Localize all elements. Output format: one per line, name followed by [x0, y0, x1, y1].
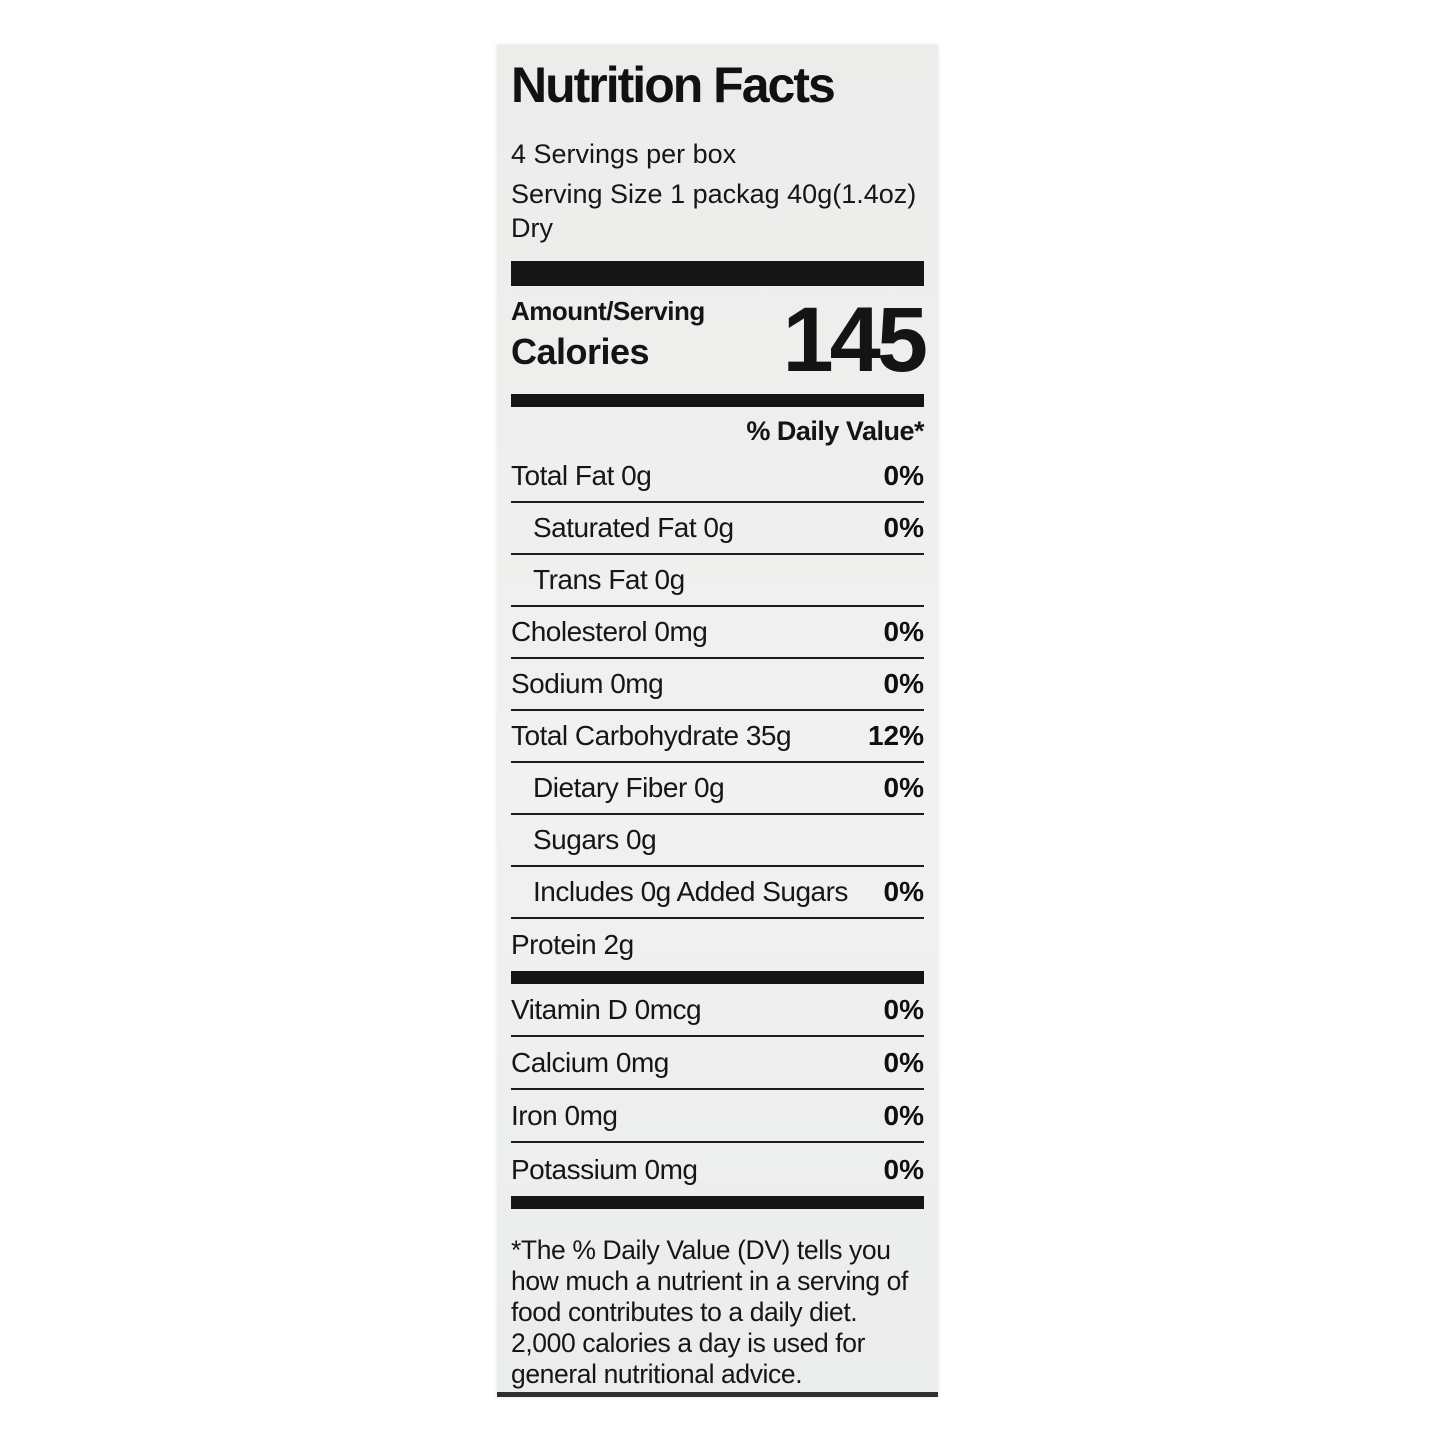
amount-per-serving-header: Amount/Serving	[511, 296, 705, 326]
nutrient-dv: 0%	[883, 460, 924, 491]
serving-size: Serving Size 1 packag 40g(1.4oz) Dry	[511, 179, 917, 243]
nutrient-name: Total Carbohydrate 35g	[511, 720, 792, 751]
vitamin-name: Vitamin D 0mcg	[511, 993, 702, 1025]
nutrient-row: Sodium 0mg 0%	[511, 659, 924, 711]
vitamin-dv: 0%	[883, 1099, 924, 1131]
nutrition-label-card: Nutrition Facts 4 Servings per box Servi…	[497, 45, 938, 1397]
vitamin-name: Potassium 0mg	[511, 1153, 698, 1185]
nutrient-row: Total Carbohydrate 35g 12%	[511, 711, 924, 763]
vitamin-dv: 0%	[883, 1153, 924, 1185]
nutrient-name: Saturated Fat 0g	[533, 512, 734, 543]
nutrient-row: Saturated Fat 0g 0%	[511, 503, 924, 555]
calories-block: Amount/Serving Calories 145	[511, 292, 928, 394]
nutrient-row: Dietary Fiber 0g 0%	[511, 763, 924, 815]
nutrient-dv: 12%	[867, 720, 924, 751]
nutrient-name: Protein 2g	[511, 929, 634, 960]
nutrient-name: Total Fat 0g	[511, 460, 652, 491]
vitamin-row: Iron 0mg 0%	[511, 1090, 924, 1143]
nutrient-name: Dietary Fiber 0g	[533, 772, 725, 803]
nutrient-name: Includes 0g Added Sugars	[533, 876, 848, 907]
vitamin-dv: 0%	[883, 993, 924, 1025]
thick-divider-bar	[511, 261, 924, 286]
calories-label: Calories	[511, 331, 650, 372]
nutrient-row: Trans Fat 0g	[511, 555, 924, 607]
calories-value: 145	[782, 289, 928, 391]
nutrient-dv: 0%	[883, 876, 924, 907]
footnote-text: *The % Daily Value (DV) tells you how mu…	[511, 1235, 908, 1389]
vitamin-row: Vitamin D 0mcg 0%	[511, 984, 924, 1037]
nutrient-row: Cholesterol 0mg 0%	[511, 607, 924, 659]
vitamin-row: Calcium 0mg 0%	[511, 1037, 924, 1090]
nutrient-dv: 0%	[883, 616, 924, 647]
nutrient-dv: 0%	[883, 512, 924, 543]
nutrient-name: Trans Fat 0g	[533, 564, 685, 595]
vitamin-name: Calcium 0mg	[511, 1046, 669, 1078]
servings-per-box: 4 Servings per box	[511, 139, 737, 169]
medium-divider-bar-bottom	[511, 1196, 924, 1209]
vitamin-dv: 0%	[883, 1046, 924, 1078]
vitamin-name: Iron 0mg	[511, 1099, 618, 1131]
daily-value-header: % Daily Value*	[746, 416, 924, 446]
nutrient-row: Protein 2g	[511, 919, 924, 971]
nutrient-name: Cholesterol 0mg	[511, 616, 708, 647]
nutrient-dv: 0%	[883, 772, 924, 803]
medium-divider-bar-middle	[511, 971, 924, 984]
nutrient-row: Total Fat 0g 0%	[511, 451, 924, 503]
nutrient-dv: 0%	[883, 668, 924, 699]
medium-divider-bar-top	[511, 394, 924, 407]
nutrient-name: Sodium 0mg	[511, 668, 664, 699]
nutrient-row: Sugars 0g	[511, 815, 924, 867]
vitamin-row: Potassium 0mg 0%	[511, 1143, 924, 1196]
nutrient-name: Sugars 0g	[533, 824, 657, 855]
label-title: Nutrition Facts	[511, 57, 836, 113]
nutrient-row: Includes 0g Added Sugars 0%	[511, 867, 924, 919]
